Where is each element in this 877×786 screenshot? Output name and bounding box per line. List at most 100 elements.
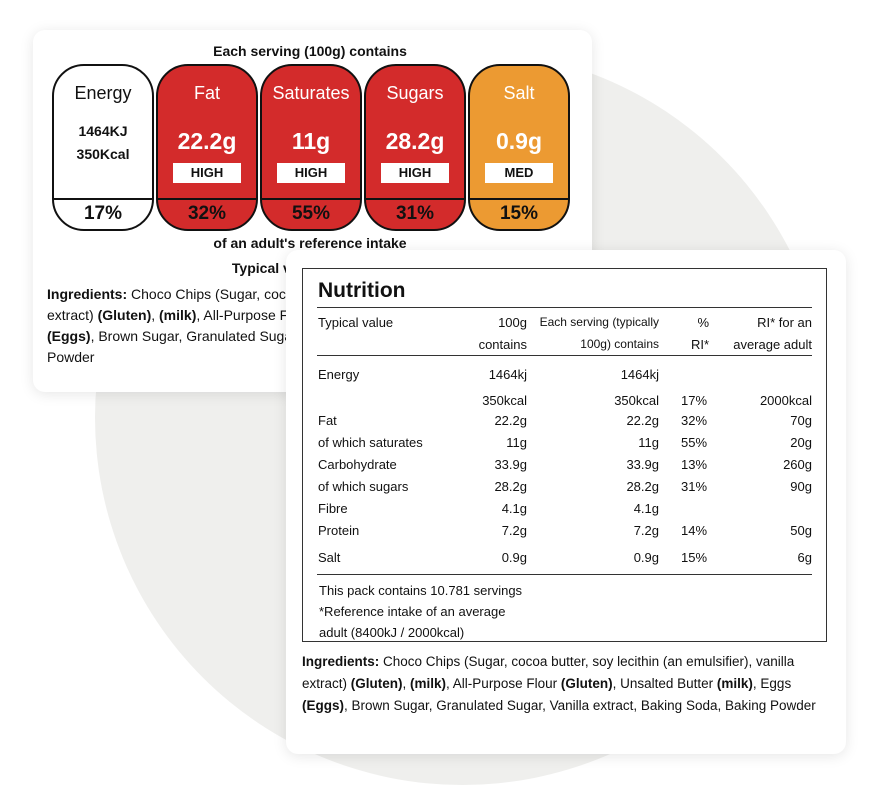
- table-cell-adult: 260g: [783, 457, 812, 472]
- table-cell-ri: 32%: [681, 413, 708, 428]
- table-cell-name: Salt: [318, 550, 341, 565]
- ingredients-part: , Eggs: [752, 676, 792, 691]
- table-cell-per100: 350kcal: [482, 393, 527, 408]
- table-cell-per100: 28.2g: [494, 479, 527, 494]
- salt-pill: Salt 0.9g MED 15%: [468, 64, 570, 231]
- ingredients-part: , Unsalted Butter: [612, 676, 717, 691]
- reference-intake-footnote-values: adult (8400kJ / 2000kcal): [319, 625, 465, 640]
- table-cell-serving: 0.9g: [633, 550, 659, 565]
- header-serving: Each serving (typically: [539, 315, 659, 329]
- allergen-gluten: (Gluten): [350, 676, 403, 691]
- header-ri: RI*: [690, 337, 709, 352]
- table-cell-per100: 11g: [506, 435, 527, 450]
- pill-divider: [158, 198, 256, 200]
- pill-divider: [262, 198, 360, 200]
- pill-divider: [54, 198, 152, 200]
- fat-value: 22.2g: [177, 128, 237, 154]
- table-cell-serving: 7.2g: [633, 523, 659, 538]
- sugars-pill: Sugars 28.2g HIGH 31%: [364, 64, 466, 231]
- table-cell-serving: 350kcal: [614, 393, 659, 408]
- ingredients-part: ,: [151, 307, 160, 323]
- table-cell-serving: 22.2g: [626, 413, 659, 428]
- table-cell-ri: 13%: [681, 457, 708, 472]
- table-cell-per100: 22.2g: [494, 413, 527, 428]
- saturates-name: Saturates: [272, 83, 350, 103]
- table-cell-name: Energy: [318, 367, 360, 382]
- sugars-name: Sugars: [386, 83, 444, 103]
- ingredients-label: Ingredients:: [302, 654, 380, 669]
- table-cell-ri: 17%: [681, 393, 708, 408]
- table-cell-serving: 11g: [638, 435, 659, 450]
- header-ri-percent: %: [697, 315, 709, 330]
- table-cell-adult: 50g: [790, 523, 812, 538]
- table-cell-per100: 0.9g: [501, 550, 527, 565]
- allergen-milk: (milk): [716, 676, 753, 691]
- header-typical-value: Typical value: [318, 315, 394, 330]
- saturates-pill: Saturates 11g HIGH 55%: [260, 64, 362, 231]
- table-cell-adult: 6g: [797, 550, 812, 565]
- salt-percent: 15%: [499, 203, 539, 224]
- table-cell-ri: 15%: [681, 550, 708, 565]
- energy-kj: 1464KJ: [78, 123, 128, 139]
- energy-name: Energy: [74, 83, 132, 103]
- pill-divider: [470, 198, 568, 200]
- fat-level-badge: HIGH: [173, 163, 241, 183]
- fat-percent: 32%: [187, 203, 227, 224]
- allergen-gluten: (Gluten): [560, 676, 613, 691]
- header-ri-adult: RI* for an: [757, 315, 812, 330]
- table-cell-per100: 33.9g: [494, 457, 527, 472]
- fat-pill: Fat 22.2g HIGH 32%: [156, 64, 258, 231]
- energy-percent: 17%: [83, 203, 123, 224]
- serving-heading: Each serving (100g) contains: [213, 43, 407, 59]
- nutrition-table-card: Nutrition Typical value 100g contains Ea…: [286, 250, 846, 754]
- allergen-milk: (milk): [410, 676, 447, 691]
- header-serving-contains: 100g) contains: [580, 337, 659, 351]
- table-cell-adult: 90g: [790, 479, 812, 494]
- ingredients-label: Ingredients:: [47, 286, 128, 302]
- sugars-percent: 31%: [395, 203, 435, 224]
- table-cell-per100: 7.2g: [501, 523, 527, 538]
- reference-intake-footnote: *Reference intake of an average: [319, 604, 506, 619]
- header-100g-contains: contains: [478, 337, 527, 352]
- header-average-adult: average adult: [733, 337, 812, 352]
- table-cell-name: Protein: [318, 523, 360, 538]
- nutrition-title: Nutrition: [318, 279, 406, 302]
- fat-name: Fat: [193, 83, 220, 103]
- table-cell-name: Fat: [318, 413, 337, 428]
- sugars-level-badge: HIGH: [381, 163, 449, 183]
- ingredients-part: , All-Purpose Flour: [196, 307, 316, 323]
- table-cell-per100: 1464kj: [488, 367, 527, 382]
- energy-pill: Energy 1464KJ 350Kcal 17%: [52, 64, 154, 231]
- table-cell-adult: 2000kcal: [759, 393, 812, 408]
- table-cell-adult: 20g: [790, 435, 812, 450]
- pack-servings-text: This pack contains 10.781 servings: [319, 583, 523, 598]
- allergen-gluten: (Gluten): [97, 307, 152, 323]
- ingredients-part: , All-Purpose Flour: [446, 676, 561, 691]
- back-ingredients-text: Ingredients: Choco Chips (Sugar, cocoa b…: [302, 651, 832, 717]
- salt-name: Salt: [503, 83, 535, 103]
- title-rule: [317, 307, 812, 308]
- table-cell-serving: 33.9g: [626, 457, 659, 472]
- table-cell-ri: 55%: [681, 435, 708, 450]
- table-bottom-rule: [317, 574, 812, 575]
- allergen-eggs: (Eggs): [302, 698, 344, 713]
- table-cell-name: of which saturates: [318, 435, 423, 450]
- table-cell-serving: 1464kj: [620, 367, 659, 382]
- pill-divider: [366, 198, 464, 200]
- sugars-value: 28.2g: [385, 128, 445, 154]
- table-cell-per100: 4.1g: [501, 501, 527, 516]
- header-100g: 100g: [498, 315, 527, 330]
- salt-value: 0.9g: [495, 128, 543, 154]
- table-cell-ri: 14%: [681, 523, 708, 538]
- energy-kcal: 350Kcal: [76, 146, 130, 162]
- table-cell-adult: 70g: [790, 413, 812, 428]
- table-cell-name: Carbohydrate: [318, 457, 397, 472]
- saturates-value: 11g: [291, 128, 331, 154]
- ingredients-part: ,: [402, 676, 411, 691]
- reference-intake-caption: of an adult's reference intake: [213, 235, 407, 251]
- salt-level-badge: MED: [485, 163, 553, 183]
- front-of-pack-label-card: Each serving (100g) contains Energy 1464…: [33, 30, 592, 392]
- table-cell-ri: 31%: [681, 479, 708, 494]
- ingredients-part: Choco Chips (Sugar, cocoa butter, soy le…: [302, 654, 795, 691]
- nutrition-table-box: Nutrition Typical value 100g contains Ea…: [302, 268, 827, 642]
